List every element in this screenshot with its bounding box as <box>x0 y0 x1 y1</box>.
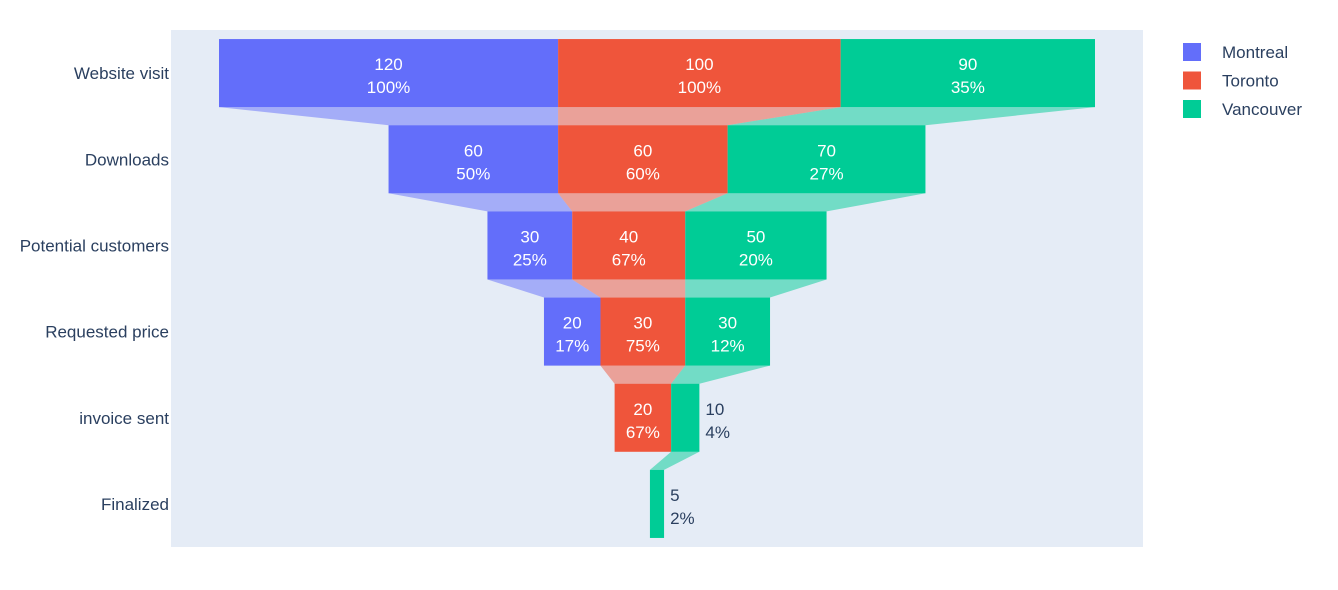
bar-montreal-1[interactable] <box>388 125 559 194</box>
connector-vancouver-2 <box>685 279 827 298</box>
y-tick-label-2: Potential customers <box>20 236 169 255</box>
connector-toronto-1 <box>558 193 728 212</box>
legend-swatch-toronto[interactable] <box>1183 71 1201 90</box>
value-label-montreal-1: 60 50% <box>456 141 490 183</box>
value-label-montreal-2: 30 25% <box>513 227 547 269</box>
legend[interactable]: Montreal Toronto Vancouver <box>1183 43 1302 119</box>
bar-montreal-2[interactable] <box>487 211 573 280</box>
bar-toronto-0[interactable] <box>558 39 841 108</box>
connector-toronto-0 <box>558 107 841 126</box>
bar-toronto-3[interactable] <box>600 297 686 366</box>
connector-vancouver-4 <box>649 451 700 470</box>
value-label-toronto-3: 30 75% <box>626 314 660 356</box>
bar-vancouver-4[interactable] <box>671 383 700 452</box>
connector-montreal-2 <box>487 279 601 298</box>
connector-toronto-2 <box>572 279 686 298</box>
bar-vancouver-3[interactable] <box>685 297 771 366</box>
funnel-bars <box>219 39 1095 538</box>
connector-vancouver-0 <box>727 107 1095 126</box>
funnel-value-labels: 120 100% 60 50% 30 25% 20 17% 100 100% 60 60% 40 67% 3… <box>367 55 985 528</box>
connector-montreal-0 <box>219 107 559 126</box>
bar-toronto-2[interactable] <box>572 211 686 280</box>
legend-label-vancouver[interactable]: Vancouver <box>1222 100 1302 119</box>
value-label-vancouver-5: 5 2% <box>670 486 695 528</box>
y-axis-tick-labels: Website visit Downloads Potential customer… <box>20 64 170 514</box>
bar-vancouver-1[interactable] <box>727 125 926 194</box>
value-label-toronto-1: 60 60% <box>626 141 660 183</box>
value-label-toronto-2: 40 67% <box>612 227 646 269</box>
value-label-vancouver-0: 90 35% <box>951 55 985 97</box>
bar-vancouver-2[interactable] <box>685 211 827 280</box>
bar-montreal-0[interactable] <box>219 39 559 108</box>
legend-label-toronto[interactable]: Toronto <box>1222 72 1279 91</box>
bar-toronto-4[interactable] <box>614 383 672 452</box>
legend-label-montreal[interactable]: Montreal <box>1222 43 1288 62</box>
connector-toronto-3 <box>600 365 686 384</box>
connector-vancouver-3 <box>671 365 771 384</box>
y-tick-label-0: Website visit <box>74 64 169 83</box>
y-tick-label-1: Downloads <box>85 150 169 169</box>
connector-vancouver-1 <box>685 193 926 212</box>
y-tick-label-5: Finalized <box>101 495 169 514</box>
connector-montreal-1 <box>388 193 573 212</box>
legend-swatch-vancouver[interactable] <box>1183 100 1201 118</box>
bar-montreal-3[interactable] <box>543 297 601 366</box>
value-label-toronto-4: 20 67% <box>626 400 660 442</box>
value-label-vancouver-1: 70 27% <box>810 141 844 183</box>
value-label-vancouver-2: 50 20% <box>739 227 773 269</box>
y-tick-label-3: Requested price <box>45 323 169 342</box>
y-tick-label-4: invoice sent <box>79 409 169 428</box>
bar-vancouver-5[interactable] <box>649 469 665 538</box>
value-label-montreal-3: 20 17% <box>555 314 589 356</box>
value-label-montreal-0: 120 100% <box>367 55 410 97</box>
funnel-connectors <box>219 107 1095 470</box>
legend-swatch-montreal[interactable] <box>1183 43 1201 61</box>
value-label-vancouver-4: 10 4% <box>705 400 730 442</box>
bar-toronto-1[interactable] <box>558 125 728 194</box>
value-label-toronto-0: 100 100% <box>678 55 721 97</box>
bar-vancouver-0[interactable] <box>840 39 1095 108</box>
value-label-vancouver-3: 30 12% <box>711 314 745 356</box>
